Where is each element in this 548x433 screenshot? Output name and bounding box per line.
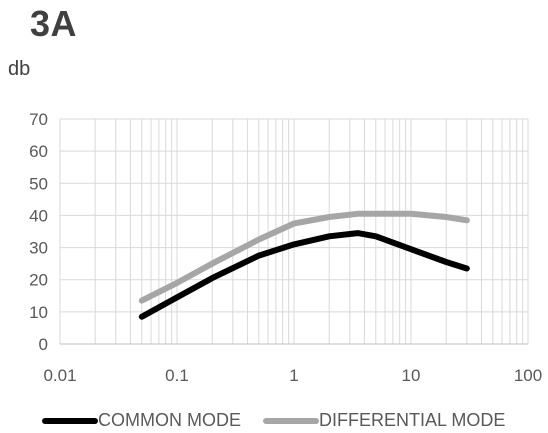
data-series bbox=[138, 210, 470, 320]
legend-label: DIFFERENTIAL MODE bbox=[319, 410, 506, 430]
y-tick-label: 20 bbox=[29, 271, 48, 290]
x-tick-label: 0.1 bbox=[165, 366, 189, 385]
x-tick-label: 10 bbox=[402, 366, 421, 385]
x-tick-label: 0.01 bbox=[43, 366, 76, 385]
y-axis-unit-label: db bbox=[8, 58, 31, 80]
x-tick-label: 1 bbox=[289, 366, 298, 385]
y-tick-label: 60 bbox=[29, 142, 48, 161]
y-tick-label: 30 bbox=[29, 239, 48, 258]
legend-label: COMMON MODE bbox=[98, 410, 241, 430]
y-tick-label: 50 bbox=[29, 174, 48, 193]
legend-item: DIFFERENTIAL MODE bbox=[263, 410, 505, 431]
chart-title: 3A bbox=[30, 3, 78, 44]
y-tick-label: 70 bbox=[29, 110, 48, 129]
y-tick-label: 0 bbox=[39, 335, 48, 354]
chart-legend: COMMON MODE DIFFERENTIAL MODE bbox=[42, 410, 527, 431]
y-tick-label: 10 bbox=[29, 303, 48, 322]
x-tick-label: 100 bbox=[514, 366, 542, 385]
series-line-differential-mode bbox=[138, 210, 470, 304]
tick-labels: 0 10 20 30 40 50 60 70 0.01 0.1 1 10 100 bbox=[29, 110, 542, 385]
legend-item: COMMON MODE bbox=[42, 410, 241, 431]
series-line-common-mode bbox=[138, 230, 470, 320]
legend-swatch bbox=[263, 417, 319, 424]
y-tick-label: 40 bbox=[29, 206, 48, 225]
grid-lines bbox=[59, 118, 529, 345]
legend-swatch bbox=[42, 417, 98, 424]
